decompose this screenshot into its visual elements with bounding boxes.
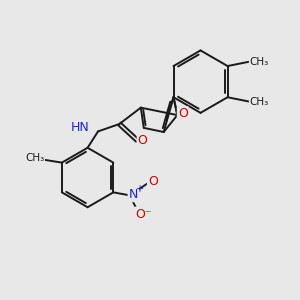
Text: O: O <box>178 107 188 120</box>
Text: CH₃: CH₃ <box>250 97 269 107</box>
Text: CH₃: CH₃ <box>250 57 269 67</box>
Text: O: O <box>148 176 158 188</box>
Text: +: + <box>135 184 142 194</box>
Text: CH₃: CH₃ <box>25 153 44 163</box>
Text: O⁻: O⁻ <box>135 208 152 220</box>
Text: HN: HN <box>71 122 90 134</box>
Text: N: N <box>129 188 138 201</box>
Text: O: O <box>138 134 148 147</box>
